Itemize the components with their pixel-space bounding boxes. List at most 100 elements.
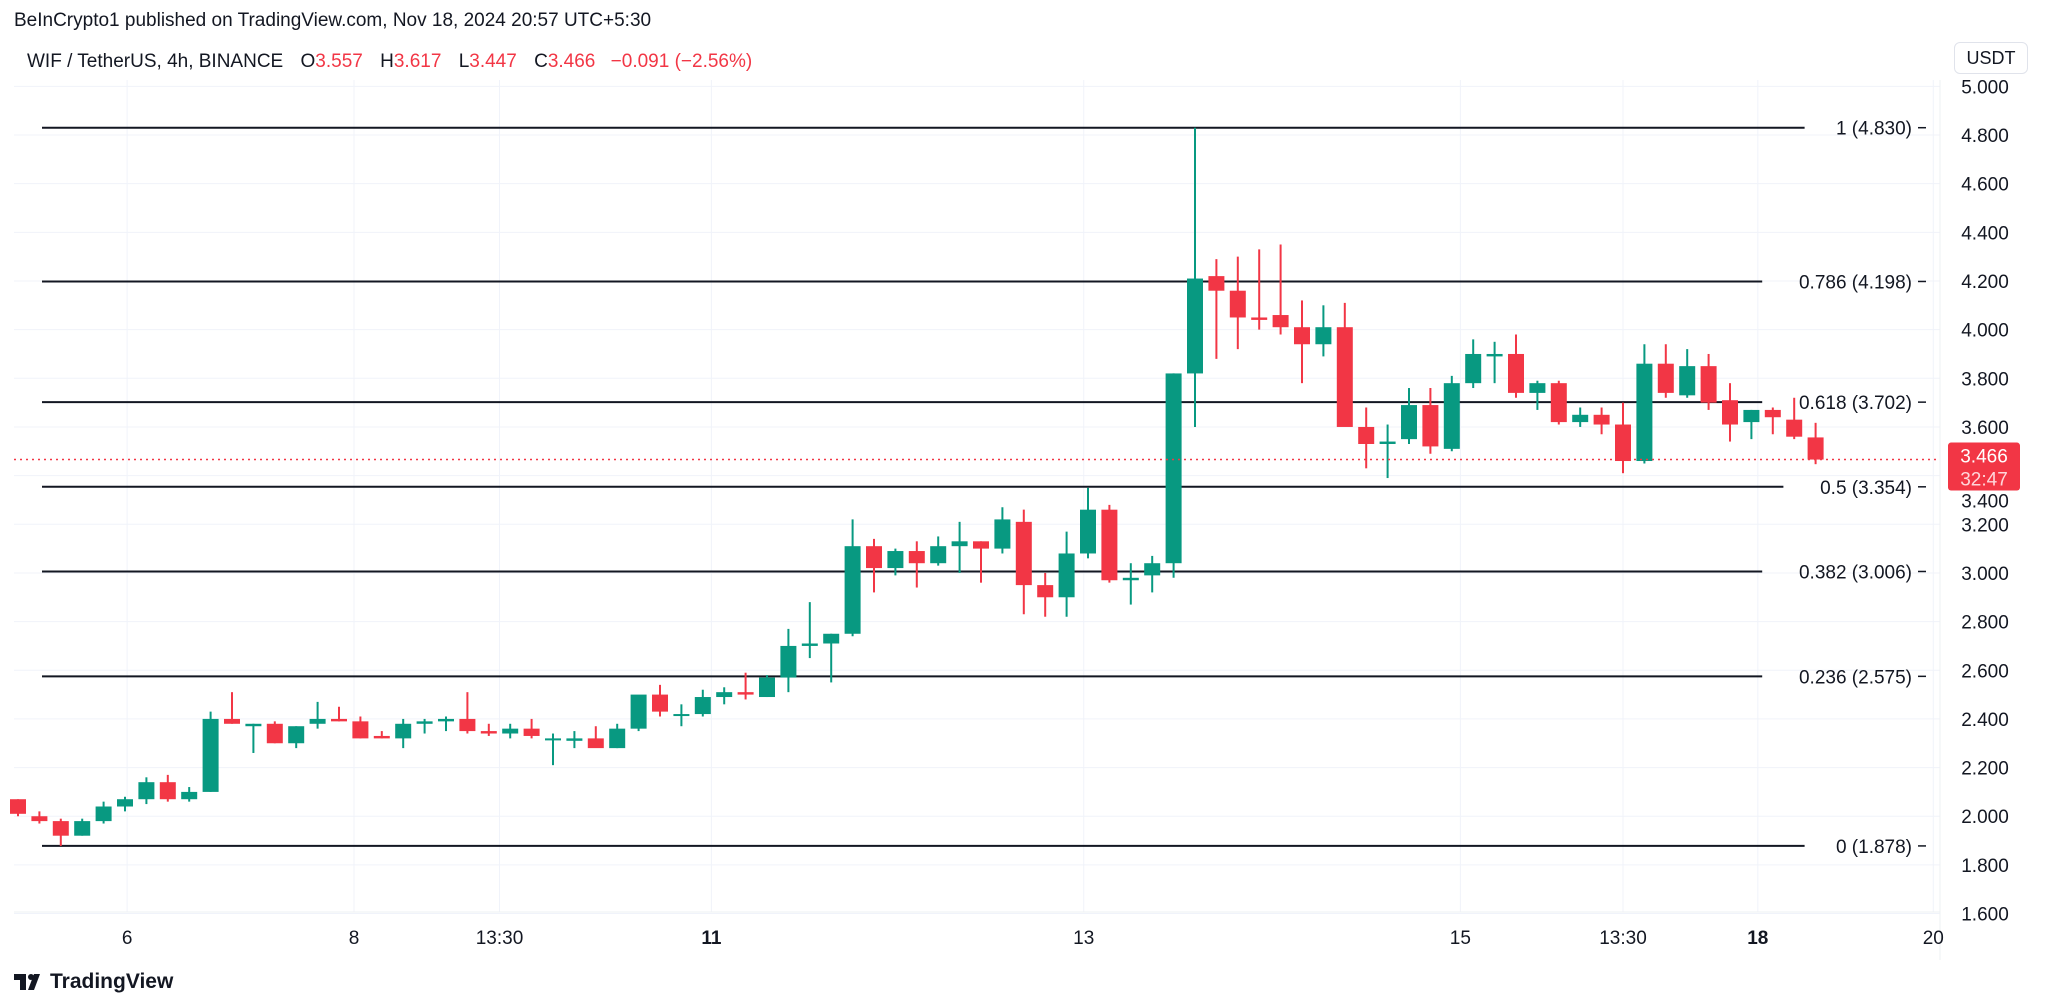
candle-body-up	[930, 546, 947, 564]
low-value: 3.447	[469, 51, 517, 72]
candle-body-up	[545, 738, 561, 741]
candle-body-up	[1315, 327, 1332, 345]
price-tick-label: 3.800	[1961, 369, 2009, 390]
candle-body-down	[973, 541, 989, 549]
price-tick-label: 2.600	[1961, 661, 2009, 682]
candle-body-down	[373, 735, 390, 739]
candle-body-up	[1679, 366, 1696, 396]
candle-body-down	[331, 718, 347, 722]
candle-body-up	[95, 806, 112, 822]
candle-body-up	[887, 551, 904, 569]
candle-body-down	[31, 816, 48, 822]
candle-body-up	[759, 677, 775, 698]
candle-body-down	[159, 782, 176, 800]
candle-body-down	[10, 799, 26, 814]
price-tick-label: 4.000	[1961, 321, 2009, 342]
candle-body-down	[1722, 400, 1738, 425]
candle-body-up	[1465, 353, 1482, 384]
candle-body-up	[245, 723, 262, 727]
candle-body-up	[1572, 414, 1589, 423]
close-value: 3.466	[547, 51, 596, 72]
candle-body-down	[1786, 419, 1803, 437]
open-label: O	[300, 51, 316, 72]
candle-body-down	[1101, 509, 1118, 581]
price-axis[interactable]: 5.000 4.800 4.600 4.400 4.200 4.000 3.800 3.600…	[1961, 77, 2009, 925]
candle-body-down	[1550, 383, 1567, 423]
price-tick-label: 3.000	[1961, 564, 2009, 585]
candle-body-down	[1593, 414, 1610, 425]
candle-body-up	[844, 546, 861, 634]
time-tick-label: 6	[122, 928, 133, 949]
candle-body-up	[1080, 509, 1096, 554]
time-tick-label: 18	[1747, 928, 1768, 949]
candle-body-down	[1764, 409, 1781, 418]
last-price-value: 3.466	[1960, 447, 2008, 468]
price-tick-label: 3.400	[1961, 492, 2009, 513]
price-tick-label: 4.400	[1961, 223, 2009, 244]
price-tick-label: 4.800	[1961, 126, 2009, 147]
candle-body-down	[1508, 353, 1524, 393]
candle-body-down	[1700, 366, 1717, 403]
candle-body-up	[630, 694, 647, 729]
candle-body-down	[1657, 363, 1674, 393]
candle-body-up	[566, 738, 583, 741]
published-info: BeInCrypto1 published on TradingView.com…	[14, 10, 652, 31]
price-tick-label: 2.400	[1961, 710, 2009, 731]
candle-body-up	[502, 728, 519, 734]
price-tick-label: 2.200	[1961, 759, 2009, 780]
candle-body-up	[1743, 409, 1760, 423]
candle-body-down	[1037, 585, 1054, 598]
low-label: L	[458, 51, 470, 72]
candle-body-up	[994, 519, 1011, 549]
branding-text: TradingView	[50, 970, 174, 993]
candle-body-up	[673, 714, 690, 717]
candle-body-down	[1015, 521, 1032, 586]
symbol-title[interactable]: WIF / TetherUS, 4h, BINANCE	[27, 51, 284, 72]
candle-body-up	[1122, 577, 1139, 581]
time-tick-label: 13:30	[476, 928, 524, 949]
candle-body-up	[138, 782, 155, 800]
candle-body-up	[1486, 353, 1503, 357]
fib-level-label: 0.382 (3.006)	[1799, 562, 1912, 583]
close-label: C	[534, 51, 548, 72]
candle-body-up	[1058, 553, 1075, 598]
candle-body-up	[416, 721, 433, 724]
candle-body-up	[801, 643, 818, 646]
time-tick-label: 20	[1923, 928, 1944, 949]
candle-body-down	[480, 731, 497, 734]
candle-body-down	[52, 821, 69, 836]
countdown: 32:47	[1960, 470, 2008, 491]
candle-body-down	[1807, 437, 1824, 460]
candle-body-down	[459, 718, 476, 732]
price-tick-label: 2.800	[1961, 613, 2009, 634]
last-price-badge	[1948, 442, 2020, 491]
fib-retracement[interactable]: 1 (4.830) 0.786 (4.198) 0.618 (3.702) 0.5 (…	[42, 119, 1926, 858]
price-tick-label: 5.000	[1961, 77, 2009, 98]
fib-level-label: 0 (1.878)	[1836, 837, 1912, 858]
candle-body-up	[1187, 278, 1203, 374]
time-tick-label: 15	[1450, 928, 1471, 949]
price-tick-label: 1.800	[1961, 856, 2009, 877]
candle-body-up	[395, 723, 412, 739]
fib-level-label: 0.5 (3.354)	[1820, 478, 1912, 499]
time-axis[interactable]: 6 8 13:30 11 13 15 13:30 18 20	[122, 928, 1944, 949]
candle-body-up	[117, 799, 133, 807]
price-tick-label: 2.000	[1961, 807, 2009, 828]
candle-body-up	[288, 726, 305, 744]
time-tick-label: 11	[701, 928, 722, 949]
currency-button[interactable]: USDT	[1954, 42, 2028, 74]
tradingview-logo[interactable]: TradingView	[14, 970, 173, 994]
price-tick-label: 3.600	[1961, 418, 2009, 439]
price-tick-label: 4.600	[1961, 175, 2009, 196]
grid	[14, 80, 1940, 915]
candle-body-up	[74, 821, 91, 836]
candle-body-down	[1615, 424, 1631, 462]
candle-body-up	[1529, 383, 1546, 393]
candle-body-down	[1272, 315, 1289, 328]
fib-level-label: 0.618 (3.702)	[1799, 393, 1912, 414]
price-tick-label: 1.600	[1961, 905, 2009, 926]
high-label: H	[380, 51, 394, 72]
candle-body-down	[1422, 405, 1439, 447]
